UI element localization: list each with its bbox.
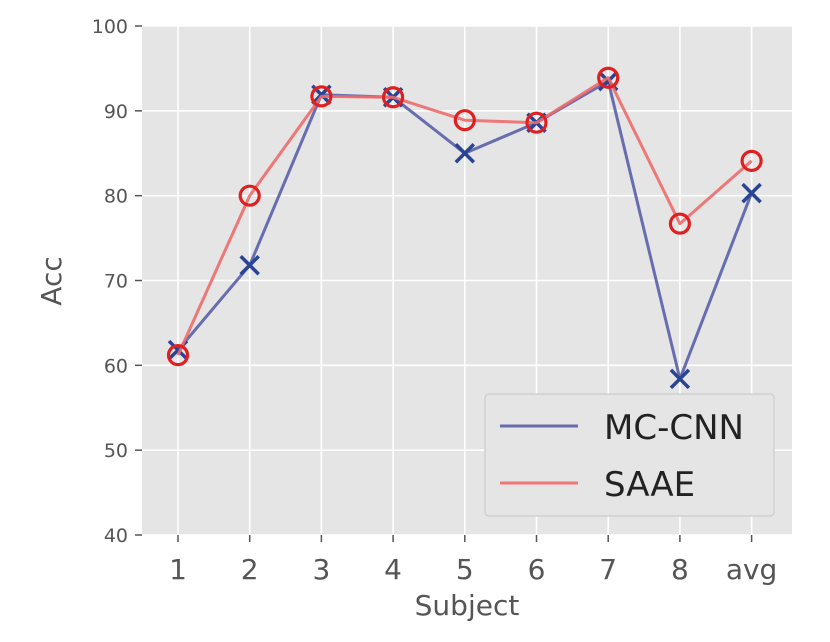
saae-point	[238, 184, 261, 207]
saae-point	[166, 344, 190, 367]
saae-point	[525, 111, 548, 134]
x-tick-label: 7	[599, 553, 617, 586]
x-tick-label: 1	[169, 553, 187, 586]
legend: MC-CNN SAAE	[484, 393, 775, 517]
x-tick-label: avg	[726, 553, 778, 586]
y-axis: 40 50 60 70 80 90 100	[92, 16, 142, 547]
y-tick-label: 100	[92, 16, 128, 38]
x-tick-label: 6	[528, 553, 546, 586]
y-axis-title: Acc	[35, 256, 68, 305]
x-tick-label: 3	[312, 553, 330, 586]
x-tick-label: 8	[671, 553, 689, 586]
x-tick-label: 4	[384, 553, 402, 586]
saae-point	[597, 66, 620, 89]
y-tick-label: 80	[104, 186, 128, 208]
grid-lines	[142, 25, 792, 536]
saae-point	[740, 149, 763, 172]
saae-point	[453, 109, 476, 132]
mc-cnn-point	[669, 368, 691, 390]
y-tick-label: 70	[104, 271, 128, 293]
saae-point	[310, 85, 333, 108]
mc-cnn-legend-label: MC-CNN	[604, 408, 744, 448]
x-tick-label: 5	[456, 553, 474, 586]
mc-cnn-point	[239, 254, 260, 276]
saae-point	[668, 212, 692, 235]
mc-cnn-point	[454, 143, 476, 164]
y-tick-label: 50	[104, 440, 128, 462]
series-layer	[166, 66, 763, 390]
saae-point	[382, 86, 405, 109]
mc-cnn-point	[741, 182, 762, 204]
x-tick-label: 2	[241, 553, 259, 586]
saae-line	[176, 76, 753, 356]
y-tick-label: 60	[104, 355, 128, 377]
x-axis-title: Subject	[415, 589, 520, 622]
y-tick-label: 90	[104, 101, 128, 123]
saae-legend-label: SAAE	[604, 465, 695, 505]
y-tick-label: 40	[104, 525, 128, 547]
x-axis: 1 2 3 4 5 6 7 8 avg	[169, 535, 777, 586]
